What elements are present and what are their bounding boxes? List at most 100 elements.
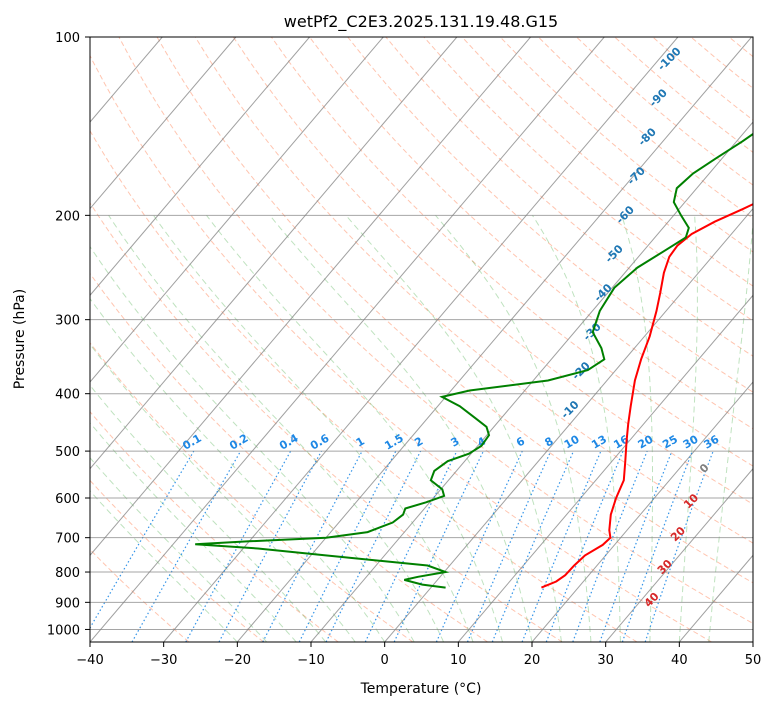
- moist-adiabat: [90, 422, 297, 642]
- mixing-ratio-line: [644, 450, 714, 642]
- mixing-ratio-line: [325, 450, 422, 642]
- dry-adiabat-label: -10: [558, 398, 581, 421]
- x-tick-label: 30: [597, 653, 614, 668]
- mixing-ratio-label: 30: [681, 432, 701, 451]
- mixing-ratio-label: 6: [514, 434, 527, 449]
- mixing-ratio-label: 25: [660, 433, 680, 452]
- y-axis-title: Pressure (hPa): [12, 289, 28, 389]
- isotherm: [384, 207, 753, 642]
- mixing-ratio-line: [298, 450, 397, 642]
- moist-adiabat: [345, 214, 562, 642]
- isotherm: [90, 37, 605, 642]
- moist-adiabat: [532, 215, 621, 642]
- mixing-ratio-line: [218, 450, 323, 642]
- mixing-ratio-label: 1.5: [382, 432, 405, 453]
- mixing-ratio-line: [393, 450, 484, 642]
- background-lines: [90, 37, 753, 642]
- mixing-ratio-label: 13: [589, 433, 609, 452]
- y-tick-label: 600: [55, 492, 80, 507]
- mixing-ratio-line: [435, 450, 523, 642]
- y-tick-label: 200: [55, 209, 80, 224]
- mixing-ratio-line: [466, 450, 552, 642]
- mixing-ratio-line: [599, 450, 673, 642]
- isotherm: [310, 121, 753, 642]
- y-tick-label: 300: [55, 314, 80, 329]
- dry-adiabat: [118, 37, 753, 624]
- isotherm: [90, 37, 531, 557]
- isotherm: [90, 37, 237, 210]
- dry-adiabat: [537, 37, 753, 219]
- x-tick-label: −10: [297, 653, 324, 668]
- isotherm: [457, 294, 753, 642]
- mixing-ratio-line: [364, 450, 458, 642]
- dry-adiabat: [614, 37, 753, 153]
- dry-adiabat-label: -90: [647, 86, 670, 109]
- axes: −40 −30 −20 −10 0 10 20 30 40 5010020030040050060…: [47, 31, 761, 668]
- dry-adiabat: [90, 272, 488, 642]
- x-tick-label: 10: [450, 653, 467, 668]
- dry-adiabat: [728, 37, 753, 58]
- dry-adiabat-label: -70: [625, 164, 648, 187]
- y-tick-label: 500: [55, 445, 80, 460]
- y-tick-label: 1000: [47, 623, 80, 638]
- isotherm: [752, 641, 753, 642]
- x-tick-label: 50: [745, 653, 762, 668]
- mixing-ratio-label: 2: [412, 435, 425, 450]
- isotherm: [90, 37, 458, 470]
- mixing-ratio-line: [185, 450, 292, 642]
- isotherm: [531, 381, 753, 642]
- dry-adiabat: [156, 37, 753, 584]
- moist-adiabat: [90, 490, 238, 642]
- dry-adiabat-label: -100: [655, 44, 684, 73]
- dry-adiabat: [423, 37, 753, 322]
- dry-adiabat-label: -80: [636, 125, 659, 148]
- dry-adiabat: [90, 202, 563, 642]
- dry-adiabat-label: -20: [570, 359, 593, 382]
- dry-adiabat: [499, 37, 753, 253]
- y-tick-label: 900: [55, 596, 80, 611]
- plot-frame: [89, 36, 754, 643]
- dry-adiabat: [90, 548, 190, 642]
- x-tick-label: 20: [524, 653, 541, 668]
- moist-adiabat: [269, 214, 533, 642]
- mixing-ratio-line: [262, 450, 363, 642]
- mixing-ratio-line: [521, 450, 602, 642]
- moist-adiabat-label: 0: [697, 461, 712, 476]
- mixing-ratio-label: 3: [448, 435, 461, 450]
- isotherm: [236, 37, 752, 642]
- mixing-ratio-label: 0.4: [277, 431, 301, 452]
- dry-adiabat-label: -60: [614, 203, 637, 226]
- dry-adiabat: [232, 37, 753, 505]
- dry-adiabat: [90, 479, 264, 642]
- dry-adiabat: [652, 37, 753, 121]
- dry-adiabat-label: -50: [603, 242, 626, 265]
- dry-adiabat: [90, 54, 712, 642]
- dry-adiabat: [194, 37, 753, 544]
- isotherm: [605, 467, 753, 642]
- mixing-ratio-label: 16: [611, 432, 631, 451]
- isotherm: [90, 37, 384, 383]
- moist-adiabat: [90, 457, 268, 642]
- mixing-ratio-line: [491, 450, 575, 642]
- x-tick-label: 40: [671, 653, 688, 668]
- moist-adiabat: [153, 215, 474, 642]
- mixing-ratio-line: [90, 450, 195, 630]
- dry-adiabat: [309, 37, 753, 430]
- sounding-series: [195, 132, 753, 589]
- moist-adiabat: [708, 216, 753, 642]
- dry-adiabat: [576, 37, 753, 186]
- x-tick-label: −40: [76, 653, 103, 668]
- temperature-line: [541, 203, 753, 589]
- dry-adiabat: [385, 37, 753, 357]
- x-tick-label: −20: [224, 653, 251, 668]
- dry-adiabat: [90, 129, 638, 642]
- x-tick-label: −30: [150, 653, 177, 668]
- moist-adiabat: [90, 384, 327, 642]
- mixing-ratio-label: 0.2: [227, 432, 250, 453]
- dewpoint-line: [195, 132, 753, 589]
- moist-adiabat-label: 40: [642, 590, 662, 610]
- moist-adiabat-label: 20: [668, 524, 688, 544]
- moist-adiabat: [206, 214, 503, 642]
- dry-adiabat: [90, 342, 414, 642]
